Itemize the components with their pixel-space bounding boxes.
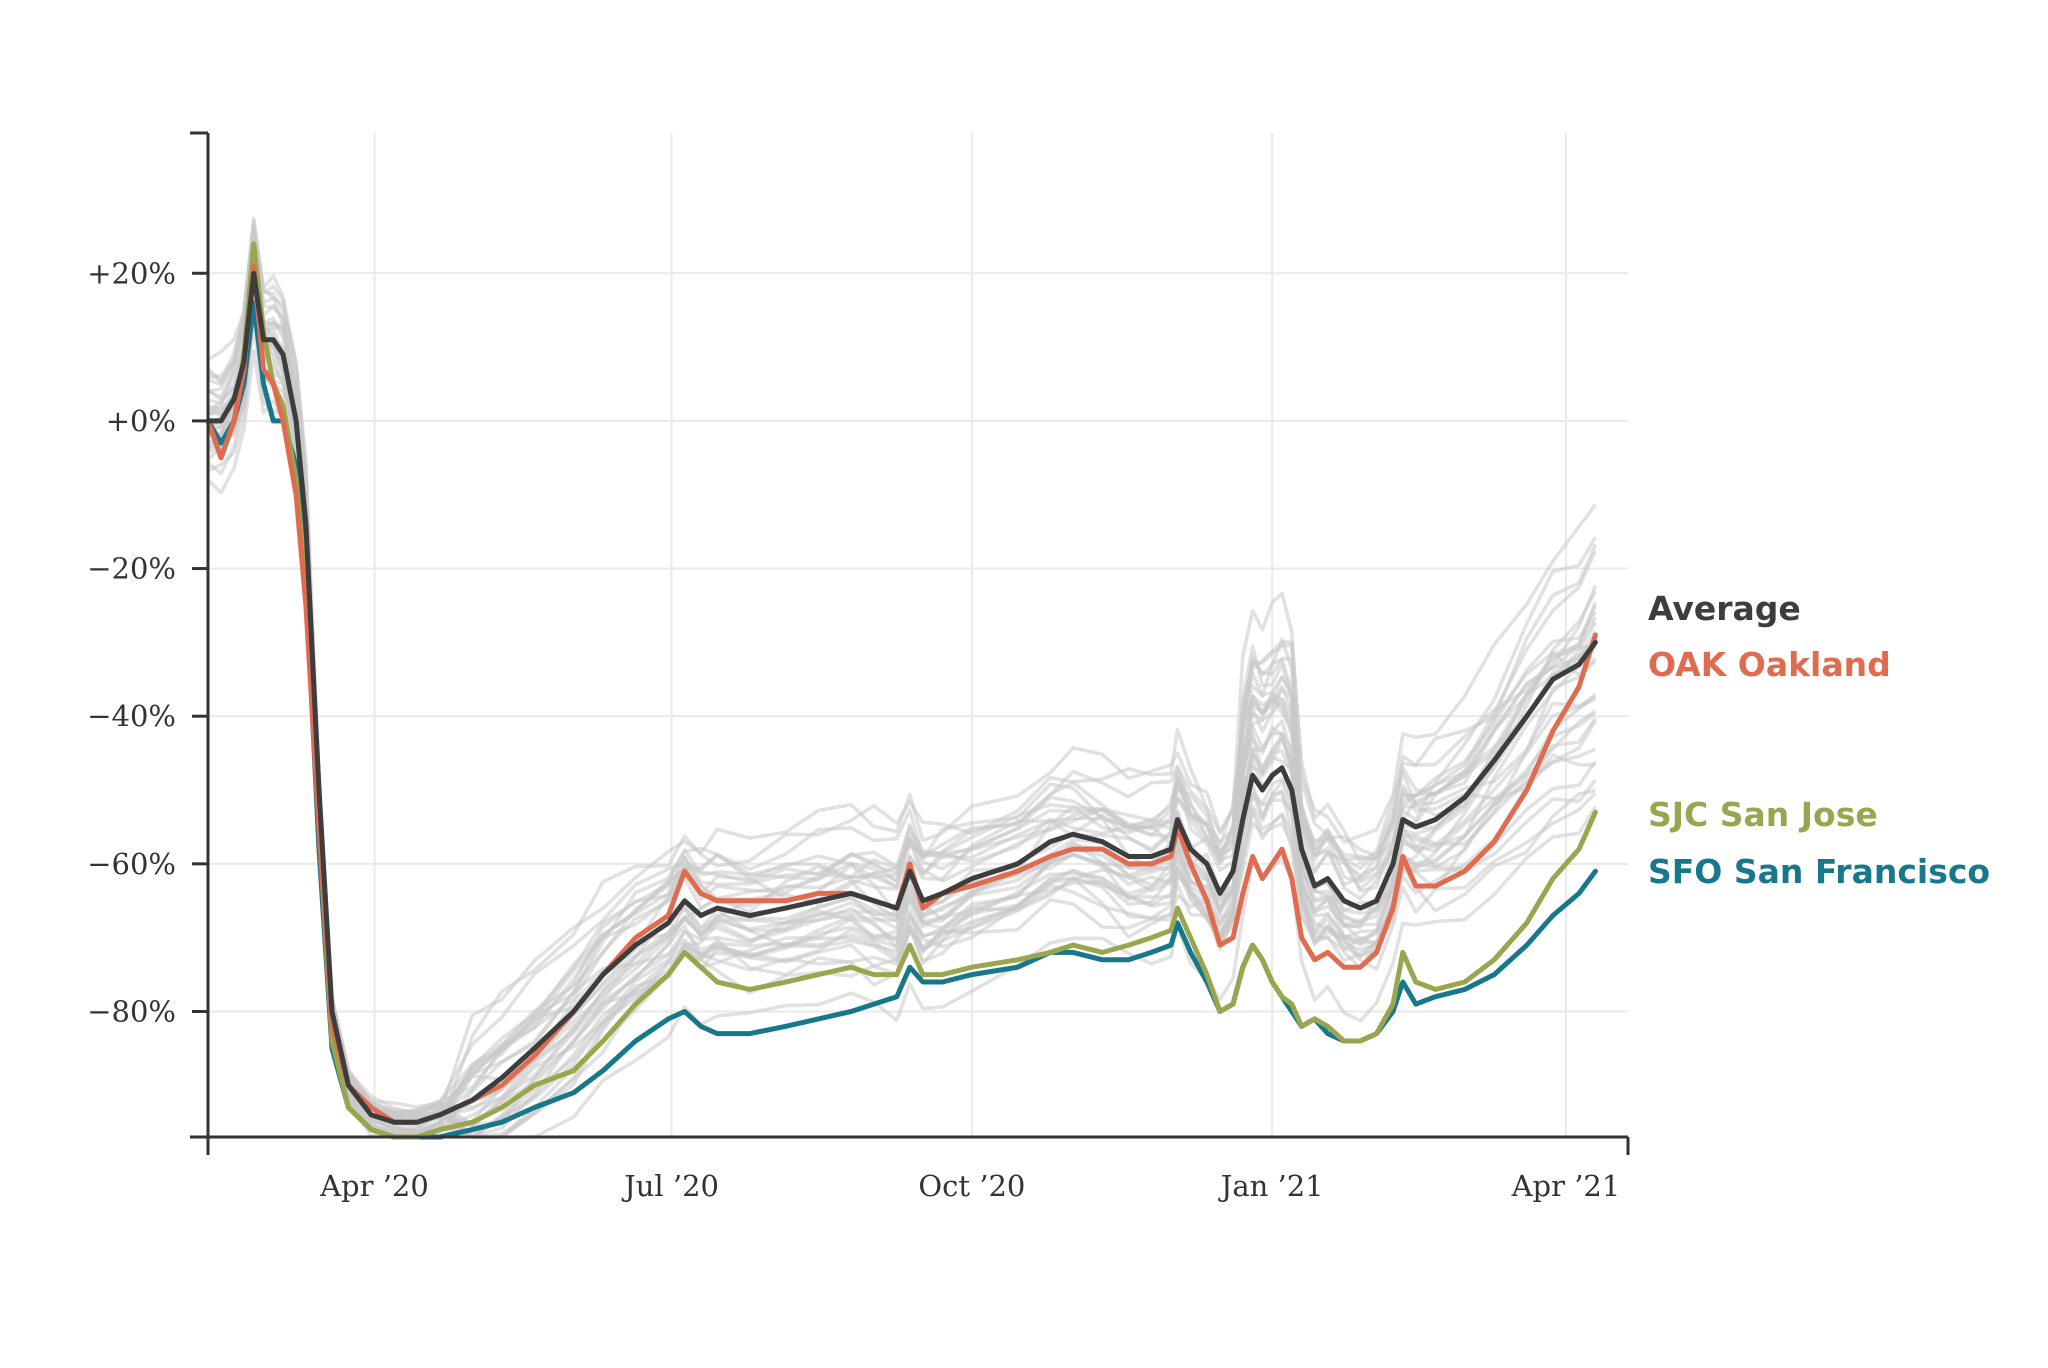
background-series-line	[207, 306, 1597, 1124]
highlighted-series	[205, 241, 1598, 1140]
y-tick-label: +20%	[87, 256, 176, 290]
y-tick-label: −20%	[87, 552, 176, 586]
series-label-oak-oakland: OAK Oakland	[1648, 645, 1891, 684]
y-tick-label: −60%	[87, 847, 176, 881]
background-series-line	[207, 254, 1598, 1129]
x-tick-label: Jul ’20	[621, 1169, 719, 1203]
series-label-average: Average	[1648, 589, 1801, 628]
x-tick-label: Apr ’20	[319, 1169, 429, 1203]
background-series-line	[207, 312, 1597, 1118]
y-tick-label: −40%	[87, 699, 176, 733]
background-series-line	[207, 218, 1597, 1137]
background-series-line	[207, 261, 1597, 1128]
series-labels: SFO San Francisco SJC San Jose OAK Oakland…	[1648, 589, 1990, 891]
background-series-line	[207, 223, 1598, 1135]
x-tick-labels: Apr ’20 Jul ’20 Oct ’20 Jan ’21 Apr ’21	[319, 1169, 1620, 1203]
series-label-sjc-san-jose: SJC San Jose	[1648, 795, 1878, 834]
series-line-sjc-san-jose	[205, 241, 1598, 1140]
background-series-line	[207, 216, 1598, 1137]
background-series	[206, 216, 1598, 1139]
x-tick-label: Oct ’20	[918, 1169, 1025, 1203]
y-tick-label: +0%	[106, 404, 176, 438]
background-series-line	[207, 270, 1597, 1127]
y-tick-labels: +20% +0% −20% −40% −60% −80%	[87, 256, 176, 1028]
background-series-line	[207, 273, 1597, 1139]
series-line-average	[205, 270, 1598, 1125]
x-tick-label: Jan ’21	[1218, 1169, 1324, 1203]
background-series-line	[207, 258, 1597, 1128]
background-series-line	[207, 263, 1597, 1126]
axes	[190, 131, 1630, 1155]
series-label-sfo-san-francisco: SFO San Francisco	[1648, 852, 1990, 891]
series-line-oak-oakland	[205, 263, 1598, 1125]
y-tick-label: −80%	[87, 995, 176, 1029]
background-series-line	[207, 322, 1597, 1121]
x-tick-label: Apr ’21	[1511, 1169, 1621, 1203]
